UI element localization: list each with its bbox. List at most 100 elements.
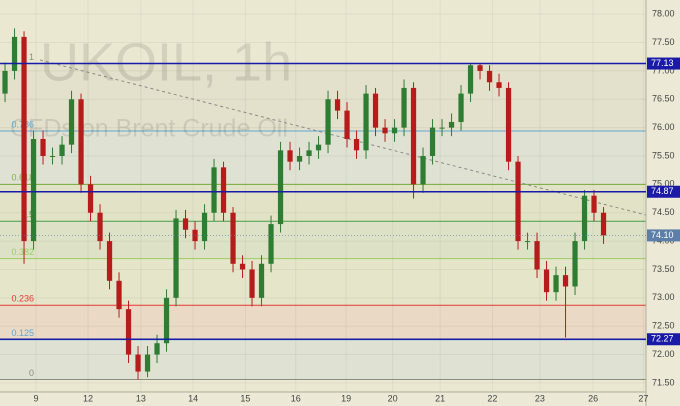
fib-band — [0, 305, 646, 340]
candle-body — [11, 36, 18, 71]
candle-body — [268, 224, 274, 264]
candle-body — [125, 309, 132, 355]
price-label-box — [647, 185, 680, 198]
x-tick-label: 27 — [638, 393, 648, 403]
fib-band — [0, 339, 646, 380]
x-tick-label: 16 — [291, 393, 301, 403]
candle-body — [334, 99, 341, 111]
y-tick-label: 75.50 — [652, 150, 675, 160]
x-tick-label: 9 — [33, 393, 38, 403]
candle-body — [315, 144, 322, 151]
candle-body — [477, 65, 483, 71]
candle-body — [220, 167, 227, 213]
price-label: 74.87 — [651, 186, 674, 196]
x-tick-label: 15 — [240, 393, 250, 403]
candle-body — [277, 150, 284, 225]
y-tick-label: 77.50 — [652, 37, 675, 47]
candle-body — [401, 87, 407, 128]
candle-body — [144, 354, 151, 372]
candle-body — [258, 263, 265, 298]
x-tick-label: 23 — [535, 393, 545, 403]
fib-band — [0, 221, 646, 259]
x-tick-label: 13 — [136, 393, 146, 403]
x-tick-label: 21 — [435, 393, 445, 403]
x-tick-label: 14 — [188, 393, 198, 403]
candle-body — [211, 167, 217, 213]
candle-body — [21, 36, 27, 242]
candle-body — [78, 99, 84, 185]
x-tick-label: 19 — [341, 393, 351, 403]
y-tick-label: 75.00 — [652, 179, 675, 189]
trend-line — [39, 59, 647, 216]
candle-body — [505, 87, 512, 162]
candle-body — [116, 280, 122, 310]
candle-body — [439, 127, 445, 129]
candle-body — [448, 121, 455, 128]
y-tick-label: 76.00 — [652, 122, 675, 132]
candle-body — [553, 275, 559, 293]
fib-band — [0, 63, 646, 132]
candle-body — [363, 93, 369, 151]
candle-body — [420, 156, 426, 185]
candle-body — [40, 138, 46, 157]
candle-body — [382, 127, 388, 134]
candle-body — [515, 161, 521, 242]
candle-body — [154, 343, 160, 355]
candle-body — [391, 127, 398, 134]
last-price-box — [647, 229, 680, 242]
price-label: 72.27 — [651, 334, 674, 344]
candle-body — [581, 195, 588, 242]
candle-body — [30, 138, 37, 242]
candle-body — [182, 218, 189, 230]
y-tick-label: 72.50 — [652, 321, 675, 331]
y-tick-label: 74.50 — [652, 207, 675, 217]
x-tick-label: 12 — [83, 393, 93, 403]
candle-body — [173, 218, 179, 298]
candle-body — [429, 127, 436, 157]
candle-body — [306, 150, 312, 157]
candle-body — [239, 263, 246, 270]
candle-body — [486, 70, 493, 83]
fib-label: 0.236 — [11, 294, 34, 304]
candle-body — [372, 93, 379, 128]
candle-body — [2, 70, 8, 94]
candle-body — [410, 87, 417, 185]
candle-body — [249, 269, 255, 298]
fib-label: 1 — [29, 52, 34, 62]
candle-body — [458, 93, 464, 122]
plot-background — [0, 0, 646, 392]
candle-body — [534, 241, 540, 270]
candle-body — [296, 156, 303, 162]
candle-body — [135, 354, 141, 372]
y-tick-label: 73.00 — [652, 292, 675, 302]
candle-body — [524, 241, 531, 243]
price-label: 77.13 — [651, 58, 674, 68]
candle-body — [600, 212, 607, 236]
y-tick-label: 78.00 — [652, 9, 675, 19]
candle-body — [562, 275, 569, 287]
candle-body — [68, 99, 75, 145]
candle-body — [106, 241, 113, 281]
candle-body — [467, 65, 474, 94]
y-tick-label: 77.00 — [652, 65, 675, 75]
candle-body — [201, 212, 208, 242]
y-tick-label: 73.50 — [652, 264, 675, 274]
x-tick-label: 20 — [388, 393, 398, 403]
candle-body — [49, 156, 56, 158]
watermark-symbol: UKOIL, 1h — [40, 32, 292, 92]
candle-body — [325, 99, 331, 145]
fib-label: 0.5 — [21, 210, 34, 220]
candle-body — [572, 241, 578, 287]
watermark-description: CFDs on Brent Crude Oil — [10, 115, 288, 143]
candle-body — [97, 212, 103, 242]
x-tick-label: 26 — [588, 393, 598, 403]
price-label-box — [647, 333, 680, 346]
last-price-label: 74.10 — [651, 230, 674, 240]
candle-body — [163, 297, 170, 344]
candle-body — [287, 150, 293, 162]
fib-label: 0 — [29, 368, 34, 378]
candle-body — [87, 184, 94, 213]
price-label-box — [647, 57, 680, 70]
candle-body — [353, 138, 360, 151]
